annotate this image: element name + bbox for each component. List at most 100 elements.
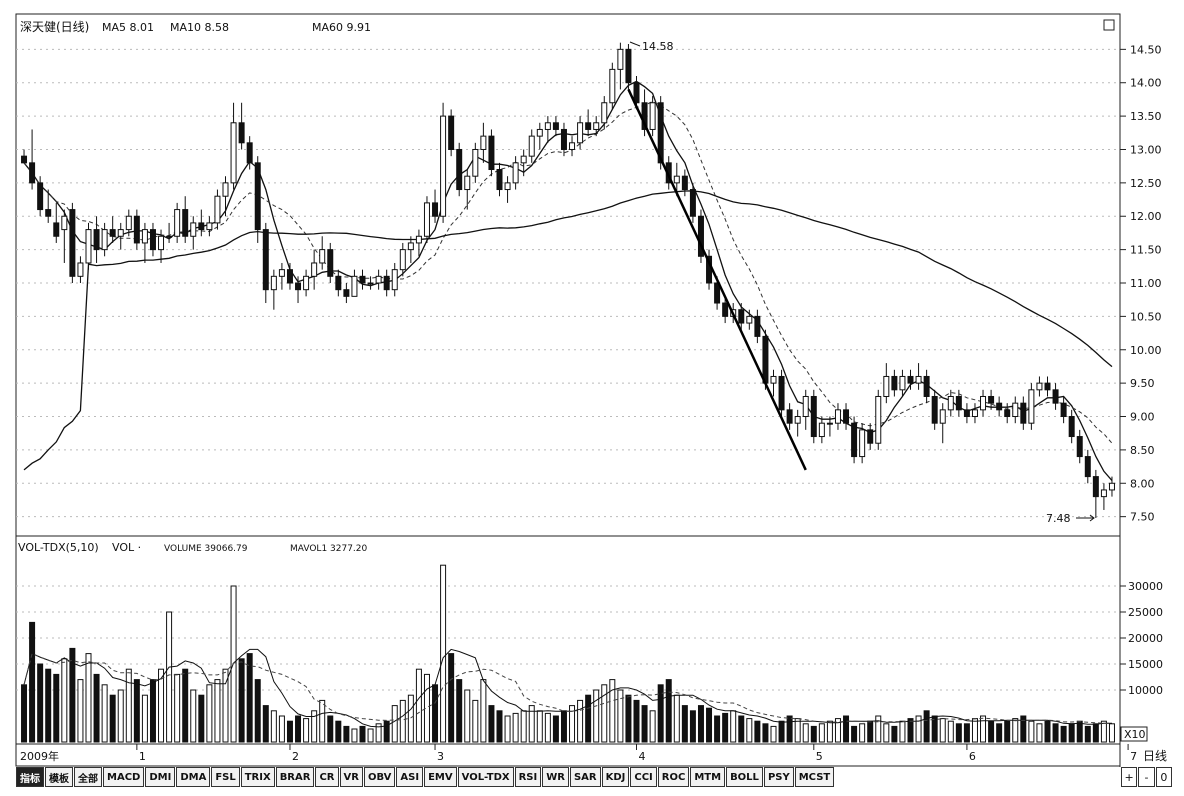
volume-bar <box>375 723 382 743</box>
volume-panel-frame <box>15 535 1121 745</box>
price-tick-label: 13.00 <box>1130 143 1162 156</box>
volume-bar <box>722 712 729 743</box>
candle-down <box>53 222 60 237</box>
volume-bar <box>77 679 84 743</box>
zero-button[interactable]: 0 <box>1155 767 1172 787</box>
volume-bar <box>689 710 696 743</box>
volume-bar <box>327 715 334 743</box>
volume-bar <box>399 699 406 743</box>
volume-bar <box>1092 723 1099 743</box>
indicator-tab[interactable]: CR <box>315 767 339 787</box>
volume-bar <box>738 715 745 743</box>
candle-down <box>448 115 455 150</box>
indicator-tab[interactable]: DMI <box>145 767 176 787</box>
candle-up <box>158 235 165 251</box>
panel-toggle-icon[interactable] <box>1103 19 1115 31</box>
minus-button[interactable]: - <box>1138 767 1155 787</box>
candle-down <box>996 402 1003 411</box>
candle-down <box>552 122 559 130</box>
volume-bar <box>762 723 769 743</box>
indicator-tab[interactable]: ASI <box>396 767 424 787</box>
indicator-tab[interactable]: FSL <box>211 767 240 787</box>
volume-ma-readout: MAVOL1 3277.20 <box>290 544 368 554</box>
volume-bar <box>440 564 447 743</box>
candle-down <box>762 335 769 384</box>
volume-bar <box>69 647 76 743</box>
volume-bar <box>730 710 737 743</box>
candle-up <box>1108 482 1115 491</box>
indicator-tab[interactable]: KDJ <box>601 767 630 787</box>
volume-bar <box>577 699 584 743</box>
indicator-tab[interactable]: RSI <box>514 767 542 787</box>
candle-up <box>593 122 600 130</box>
price-tick-label: 12.50 <box>1130 177 1162 190</box>
volume-bar <box>335 720 342 743</box>
candle-up <box>206 222 213 231</box>
candle-up <box>415 235 422 244</box>
volume-bar <box>1012 718 1019 743</box>
indicator-tab[interactable]: PSY <box>763 767 794 787</box>
price-axis-ticks: 14.50 14.00 13.50 13.00 12.50 12.00 11.50 11.00… <box>1120 43 1162 524</box>
volume-bar <box>432 684 439 743</box>
indicator-tab[interactable]: BOLL <box>726 767 763 787</box>
volume-bar <box>633 699 640 743</box>
candle-down <box>109 229 116 237</box>
volume-bar <box>423 673 430 743</box>
indicator-tab[interactable]: MTM <box>690 767 726 787</box>
candle-down <box>810 395 817 438</box>
volume-bar <box>319 699 326 743</box>
indicator-tab[interactable]: EMV <box>424 767 457 787</box>
volume-bar <box>1084 725 1091 743</box>
volume-bar <box>883 723 890 743</box>
volume-bar <box>238 658 245 743</box>
candle-down <box>714 282 721 304</box>
indicator-tab[interactable]: TRIX <box>240 767 275 787</box>
indicator-tab[interactable]: MACD <box>103 767 145 787</box>
volume-bar <box>593 689 600 743</box>
indicator-tab[interactable]: OBV <box>363 767 396 787</box>
volume-bar <box>343 725 350 743</box>
plus-button[interactable]: + <box>1121 767 1138 787</box>
volume-bar <box>818 723 825 743</box>
candle-down <box>93 229 100 251</box>
indicator-tab[interactable]: CCI <box>630 767 657 787</box>
volume-bar <box>794 718 801 743</box>
indicator-tab[interactable]: 指标 <box>16 767 44 787</box>
price-tick-label: 11.00 <box>1130 277 1162 290</box>
volume-bar <box>504 715 511 743</box>
volume-bar <box>190 689 197 743</box>
volume-bar <box>415 668 422 743</box>
indicator-tab[interactable]: WR <box>542 767 569 787</box>
candle-up <box>746 315 753 324</box>
volume-bar <box>609 679 616 743</box>
indicator-tab[interactable]: BRAR <box>275 767 315 787</box>
volume-grid <box>16 585 1120 691</box>
candle-down <box>585 122 592 130</box>
candle-down <box>238 122 245 144</box>
candle-down <box>657 102 664 164</box>
indicator-tab[interactable]: SAR <box>569 767 601 787</box>
price-tick-label: 13.50 <box>1130 110 1162 123</box>
candle-up <box>319 249 326 264</box>
volume-bar <box>1020 715 1027 743</box>
candle-down <box>754 315 761 337</box>
volume-bar <box>980 715 987 743</box>
indicator-tab[interactable]: 全部 <box>74 767 102 787</box>
candle-up <box>85 229 92 264</box>
indicator-tab[interactable]: 模板 <box>45 767 73 787</box>
indicator-tab[interactable]: VOL-TDX <box>457 767 514 787</box>
volume-bar <box>464 689 471 743</box>
zoom-badge[interactable] <box>1120 726 1148 742</box>
date-label: 5 <box>816 750 823 763</box>
candle-down <box>786 409 793 424</box>
price-tick-label: 10.50 <box>1130 310 1162 323</box>
indicator-tab[interactable]: MCST <box>794 767 835 787</box>
candle-down <box>1044 382 1051 391</box>
indicator-tab[interactable]: ROC <box>657 767 690 787</box>
date-label: 6 <box>969 750 976 763</box>
candlesticks <box>21 42 1115 518</box>
indicator-tab[interactable]: VR <box>339 767 363 787</box>
volume-bar <box>1068 723 1075 743</box>
volume-bar <box>480 679 487 743</box>
indicator-tab[interactable]: DMA <box>176 767 211 787</box>
